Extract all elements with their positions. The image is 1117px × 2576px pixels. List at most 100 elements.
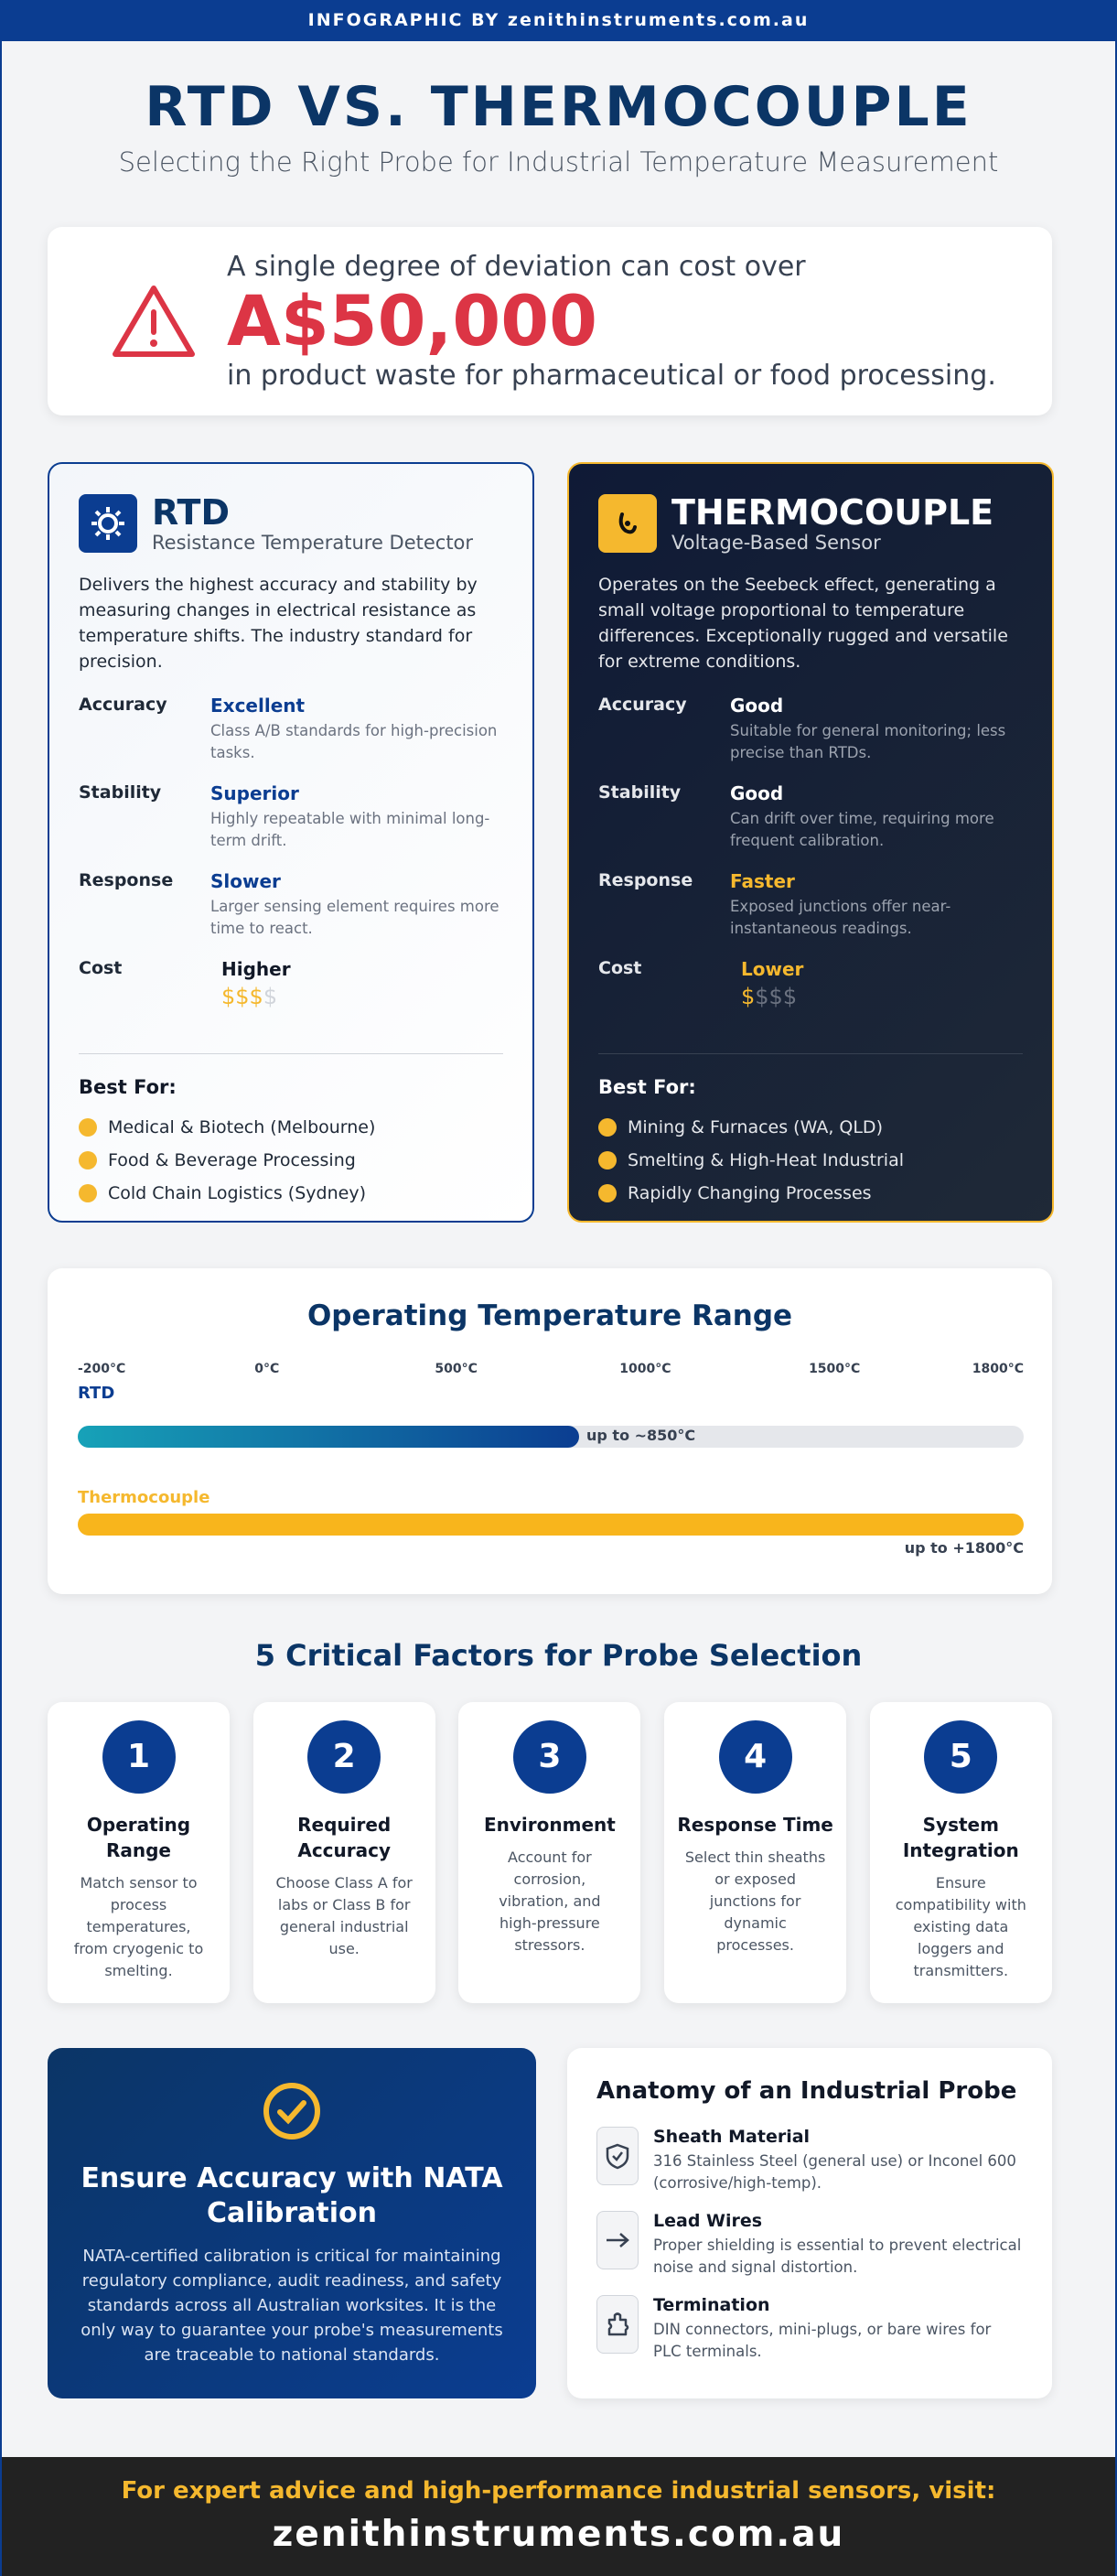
spec-row: Response Faster Exposed junctions offer ne… — [598, 870, 1023, 943]
rating: Slower — [210, 870, 281, 892]
thermocouple-card: THERMOCOUPLE Voltage-Based Sensor Operates… — [567, 462, 1054, 1223]
best-for-item: Rapidly Changing Processes — [598, 1177, 1023, 1210]
factor-card: 3 Environment Account for corrosion, vibra… — [458, 1702, 641, 2003]
spec-value: Higher $$$$ — [221, 958, 291, 1031]
title: RTD VS. THERMOCOUPLE — [145, 75, 972, 139]
factor-card: 4 Response Time Select thin sheaths or exp… — [664, 1702, 847, 2003]
header-text: RTD Resistance Temperature Detector — [152, 493, 473, 554]
card-name: RTD — [152, 492, 231, 533]
note: Suitable for general monitoring; less pr… — [730, 722, 1006, 761]
factor-number: 1 — [102, 1720, 176, 1794]
spec-label: Cost — [79, 958, 123, 978]
anatomy-item: Termination DIN connectors, mini-plugs, o… — [596, 2295, 1023, 2379]
factor-title: Environment — [483, 1814, 616, 1836]
spec-row: Cost Lower $$$$ — [598, 958, 1023, 1031]
footer-link[interactable]: zenithinstruments.com.au — [272, 2514, 845, 2555]
banner: INFOGRAPHIC BY zenithinstruments.com.au — [2, 0, 1115, 41]
spec-value: Slower Larger sensing element requires mo… — [210, 870, 503, 943]
range-tick: -200°C — [78, 1362, 126, 1376]
spec-row: Accuracy Good Suitable for general monitor… — [598, 695, 1023, 768]
spec-label: Response — [598, 870, 693, 890]
best-for-text: Rapidly Changing Processes — [628, 1183, 872, 1203]
factors-title: 5 Critical Factors for Probe Selection — [254, 1638, 863, 1673]
tc-label: Thermocouple — [78, 1488, 210, 1507]
note: Larger sensing element requires more tim… — [210, 898, 499, 937]
footer: For expert advice and high-performance i… — [2, 2457, 1115, 2576]
best-for-text: Mining & Furnaces (WA, QLD) — [628, 1117, 883, 1137]
anatomy-icon — [596, 2211, 639, 2269]
best-for-item: Cold Chain Logistics (Sydney) — [79, 1177, 503, 1210]
separator — [598, 1053, 1023, 1054]
cost: $$$$ — [221, 984, 291, 1009]
best-for-item: Mining & Furnaces (WA, QLD) — [598, 1111, 1023, 1144]
nata-title: Ensure Accuracy with NATA Calibration — [81, 2162, 503, 2229]
range-tick: 500°C — [435, 1362, 478, 1376]
anatomy-item-title: Termination — [653, 2295, 770, 2315]
factor-text: Ensure compatibility with existing data … — [895, 1874, 1026, 1979]
track — [78, 1426, 1024, 1448]
factor-card: 1 Operating Range Match sensor to process … — [48, 1702, 230, 2003]
factor-title: Operating Range — [86, 1814, 191, 1861]
rtd-note: up to ~850°C — [586, 1427, 696, 1444]
separator — [79, 1053, 503, 1054]
rating: Excellent — [210, 695, 306, 717]
spec-value: Superior Highly repeatable with minimal l… — [210, 782, 503, 856]
factor-title: Required Accuracy — [297, 1814, 392, 1861]
rtd-card: RTD Resistance Temperature Detector Delive… — [48, 462, 534, 1223]
spec-row: Accuracy Excellent Class A/B standards for… — [79, 695, 503, 768]
rating: Superior — [210, 782, 299, 804]
range-card: Operating Temperature Range -200°C 0°C 500… — [48, 1268, 1052, 1594]
spec-row: Response Slower Larger sensing element req… — [79, 870, 503, 943]
spec-value: Lower $$$$ — [741, 958, 803, 1031]
card-subtitle: Voltage-Based Sensor — [671, 532, 881, 554]
tc-note: up to +1800°C — [904, 1539, 1024, 1557]
spec-row: Stability Good Can drift over time, requir… — [598, 782, 1023, 856]
header-text: THERMOCOUPLE Voltage-Based Sensor — [671, 493, 993, 554]
spec-label: Accuracy — [79, 695, 167, 715]
bullet — [79, 1151, 97, 1169]
best-for-text: Medical & Biotech (Melbourne) — [108, 1117, 376, 1137]
icon — [598, 494, 657, 553]
cost-off: $$$ — [755, 984, 798, 1009]
factor-number: 2 — [307, 1720, 381, 1794]
nata-text: NATA-certified calibration is critical f… — [81, 2247, 503, 2365]
nata-card: Ensure Accuracy with NATA Calibration NA… — [48, 2048, 536, 2398]
alert-amount: A$50,000 — [227, 280, 597, 361]
card-name: THERMOCOUPLE — [671, 492, 994, 533]
spec-value: Faster Exposed junctions offer near-insta… — [730, 870, 1023, 943]
range-tick: 1000°C — [619, 1362, 671, 1376]
anatomy-item-text: DIN connectors, mini-plugs, or bare wire… — [653, 2321, 992, 2360]
best-for-item: Smelting & High-Heat Industrial — [598, 1144, 1023, 1177]
best-for-text: Smelting & High-Heat Industrial — [628, 1150, 905, 1170]
range-title: Operating Temperature Range — [306, 1299, 793, 1332]
factor-card: 2 Required Accuracy Choose Class A for lab… — [252, 1702, 435, 2003]
anatomy-item-title: Lead Wires — [653, 2211, 763, 2231]
range-tick: 0°C — [254, 1362, 280, 1376]
best-for-title: Best For: — [598, 1076, 696, 1098]
anatomy-card: Anatomy of an Industrial Probe Sheath Ma… — [567, 2048, 1052, 2398]
spec-row: Cost Higher $$$$ — [79, 958, 503, 1031]
anatomy-text: Lead Wires Proper shielding is essential … — [653, 2211, 1023, 2295]
note: Highly repeatable with minimal long-term… — [210, 810, 490, 849]
anatomy-text: Termination DIN connectors, mini-plugs, o… — [653, 2295, 1023, 2379]
bullet — [598, 1118, 617, 1137]
anatomy-item-title: Sheath Material — [653, 2127, 811, 2147]
spec-label: Response — [79, 870, 174, 890]
anatomy-text: Sheath Material 316 Stainless Steel (gene… — [653, 2127, 1023, 2211]
best-for-title: Best For: — [79, 1076, 177, 1098]
factor-number: 4 — [718, 1720, 792, 1794]
anatomy-icon — [596, 2127, 639, 2185]
alert-text: A single degree of deviation can cost ov… — [227, 251, 806, 283]
factor-text: Account for corrosion, vibration, and hi… — [499, 1848, 601, 1954]
cost-on: $ — [741, 984, 756, 1009]
spec-row: Stability Superior Highly repeatable with … — [79, 782, 503, 856]
factor-title: System Integration — [902, 1814, 1019, 1861]
best-for-item: Medical & Biotech (Melbourne) — [79, 1111, 503, 1144]
icon — [79, 494, 137, 553]
spec-value: Excellent Class A/B standards for high-pr… — [210, 695, 503, 768]
factor-number: 5 — [924, 1720, 998, 1794]
factor-text: Select thin sheaths or exposed junctions… — [684, 1848, 826, 1954]
note: Exposed junctions offer near-instantaneo… — [730, 898, 951, 937]
best-for-text: Cold Chain Logistics (Sydney) — [108, 1183, 366, 1203]
